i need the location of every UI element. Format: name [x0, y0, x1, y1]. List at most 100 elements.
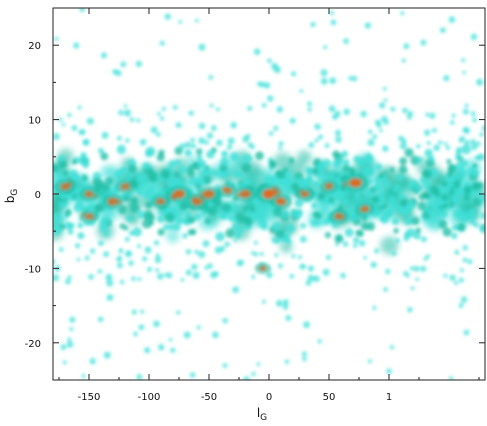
density-blob: [227, 137, 235, 145]
y-axis: -20 -10 0 10 20: [25, 7, 485, 381]
density-blob: [444, 174, 455, 185]
density-blob: [118, 248, 123, 254]
density-blob: [348, 211, 359, 222]
density-blob: [335, 136, 342, 143]
density-blob: [202, 240, 210, 248]
density-blob: [290, 71, 297, 77]
density-blob: [394, 238, 400, 244]
density-blob: [479, 194, 485, 202]
density-blob: [341, 150, 349, 158]
density-blob: [208, 75, 214, 80]
density-blob: [302, 264, 307, 269]
density-blob: [378, 172, 384, 179]
density-blob: [270, 174, 280, 184]
density-blob: [399, 194, 405, 200]
hotspot-speck: [301, 193, 306, 198]
density-blob: [77, 105, 82, 110]
density-blob: [166, 175, 176, 186]
density-blob: [323, 45, 328, 50]
density-blob: [80, 152, 87, 159]
density-blob: [54, 213, 61, 221]
density-blob: [389, 166, 396, 173]
density-blob: [167, 223, 175, 231]
density-blob: [299, 89, 304, 93]
density-blob: [191, 263, 198, 270]
density-blob: [197, 159, 207, 169]
density-blob: [276, 106, 284, 113]
density-blob: [291, 182, 299, 191]
density-blob: [324, 232, 331, 239]
density-blob: [438, 140, 443, 145]
density-blob: [383, 120, 389, 126]
density-blob: [317, 161, 325, 170]
density-blob: [103, 351, 111, 359]
y-tick-label: -20: [25, 339, 41, 350]
density-blob: [354, 194, 361, 201]
density-blob: [170, 207, 178, 214]
density-blob: [305, 280, 312, 286]
density-blob: [371, 195, 380, 204]
density-blob: [140, 309, 145, 314]
hotspot-speck: [107, 197, 112, 202]
density-blob: [424, 148, 433, 158]
hotspot-core: [262, 189, 276, 199]
density-blob: [267, 95, 274, 102]
density-blob: [164, 13, 171, 20]
density-blob: [277, 263, 283, 269]
density-blob: [198, 250, 206, 259]
density-blob: [315, 219, 322, 226]
density-blob: [403, 43, 410, 50]
density-blob: [157, 187, 167, 198]
hotspot-speck: [275, 197, 282, 204]
density-blob: [311, 202, 318, 210]
density-blob: [116, 257, 121, 262]
density-blob: [123, 109, 132, 117]
density-blob: [234, 232, 241, 239]
density-blob: [173, 171, 180, 178]
density-blob: [438, 219, 448, 229]
density-blob: [237, 227, 244, 234]
density-blob: [297, 255, 303, 260]
density-blob: [341, 198, 349, 205]
density-blob: [178, 19, 183, 24]
density-blob: [284, 359, 290, 365]
density-blob: [340, 272, 346, 279]
density-blob: [453, 209, 462, 218]
density-blob: [443, 203, 449, 209]
density-blob: [53, 259, 56, 265]
density-blob: [189, 372, 196, 378]
density-blob: [385, 208, 394, 217]
density-blob: [216, 139, 223, 147]
density-blob: [77, 222, 84, 229]
density-blob: [195, 178, 202, 184]
density-blob: [382, 86, 387, 91]
density-blob: [361, 214, 368, 222]
density-blob: [224, 241, 230, 248]
density-blob: [253, 240, 258, 245]
density-blob: [337, 204, 344, 210]
hotspot-speck: [355, 179, 362, 186]
x-tick-label: -50: [201, 392, 217, 403]
density-blob: [176, 217, 184, 225]
density-blob: [379, 102, 386, 109]
density-blob: [157, 273, 164, 280]
density-blob: [116, 144, 127, 155]
hotspot-speck: [248, 191, 252, 196]
density-blob: [383, 181, 391, 189]
density-blob: [310, 21, 316, 28]
density-blob: [472, 117, 478, 123]
density-blob: [97, 240, 104, 247]
density-blob: [136, 374, 143, 380]
density-blob: [159, 40, 165, 46]
density-blob: [116, 135, 122, 141]
hotspot-speck: [107, 200, 114, 207]
density-blob: [99, 219, 106, 226]
density-blob: [463, 329, 470, 336]
density-blob: [302, 356, 307, 362]
density-blob: [145, 201, 153, 209]
density-blob: [407, 110, 414, 117]
density-blob: [123, 104, 128, 108]
density-blob: [263, 81, 271, 89]
density-blob: [278, 141, 284, 147]
density-blob: [57, 155, 65, 162]
